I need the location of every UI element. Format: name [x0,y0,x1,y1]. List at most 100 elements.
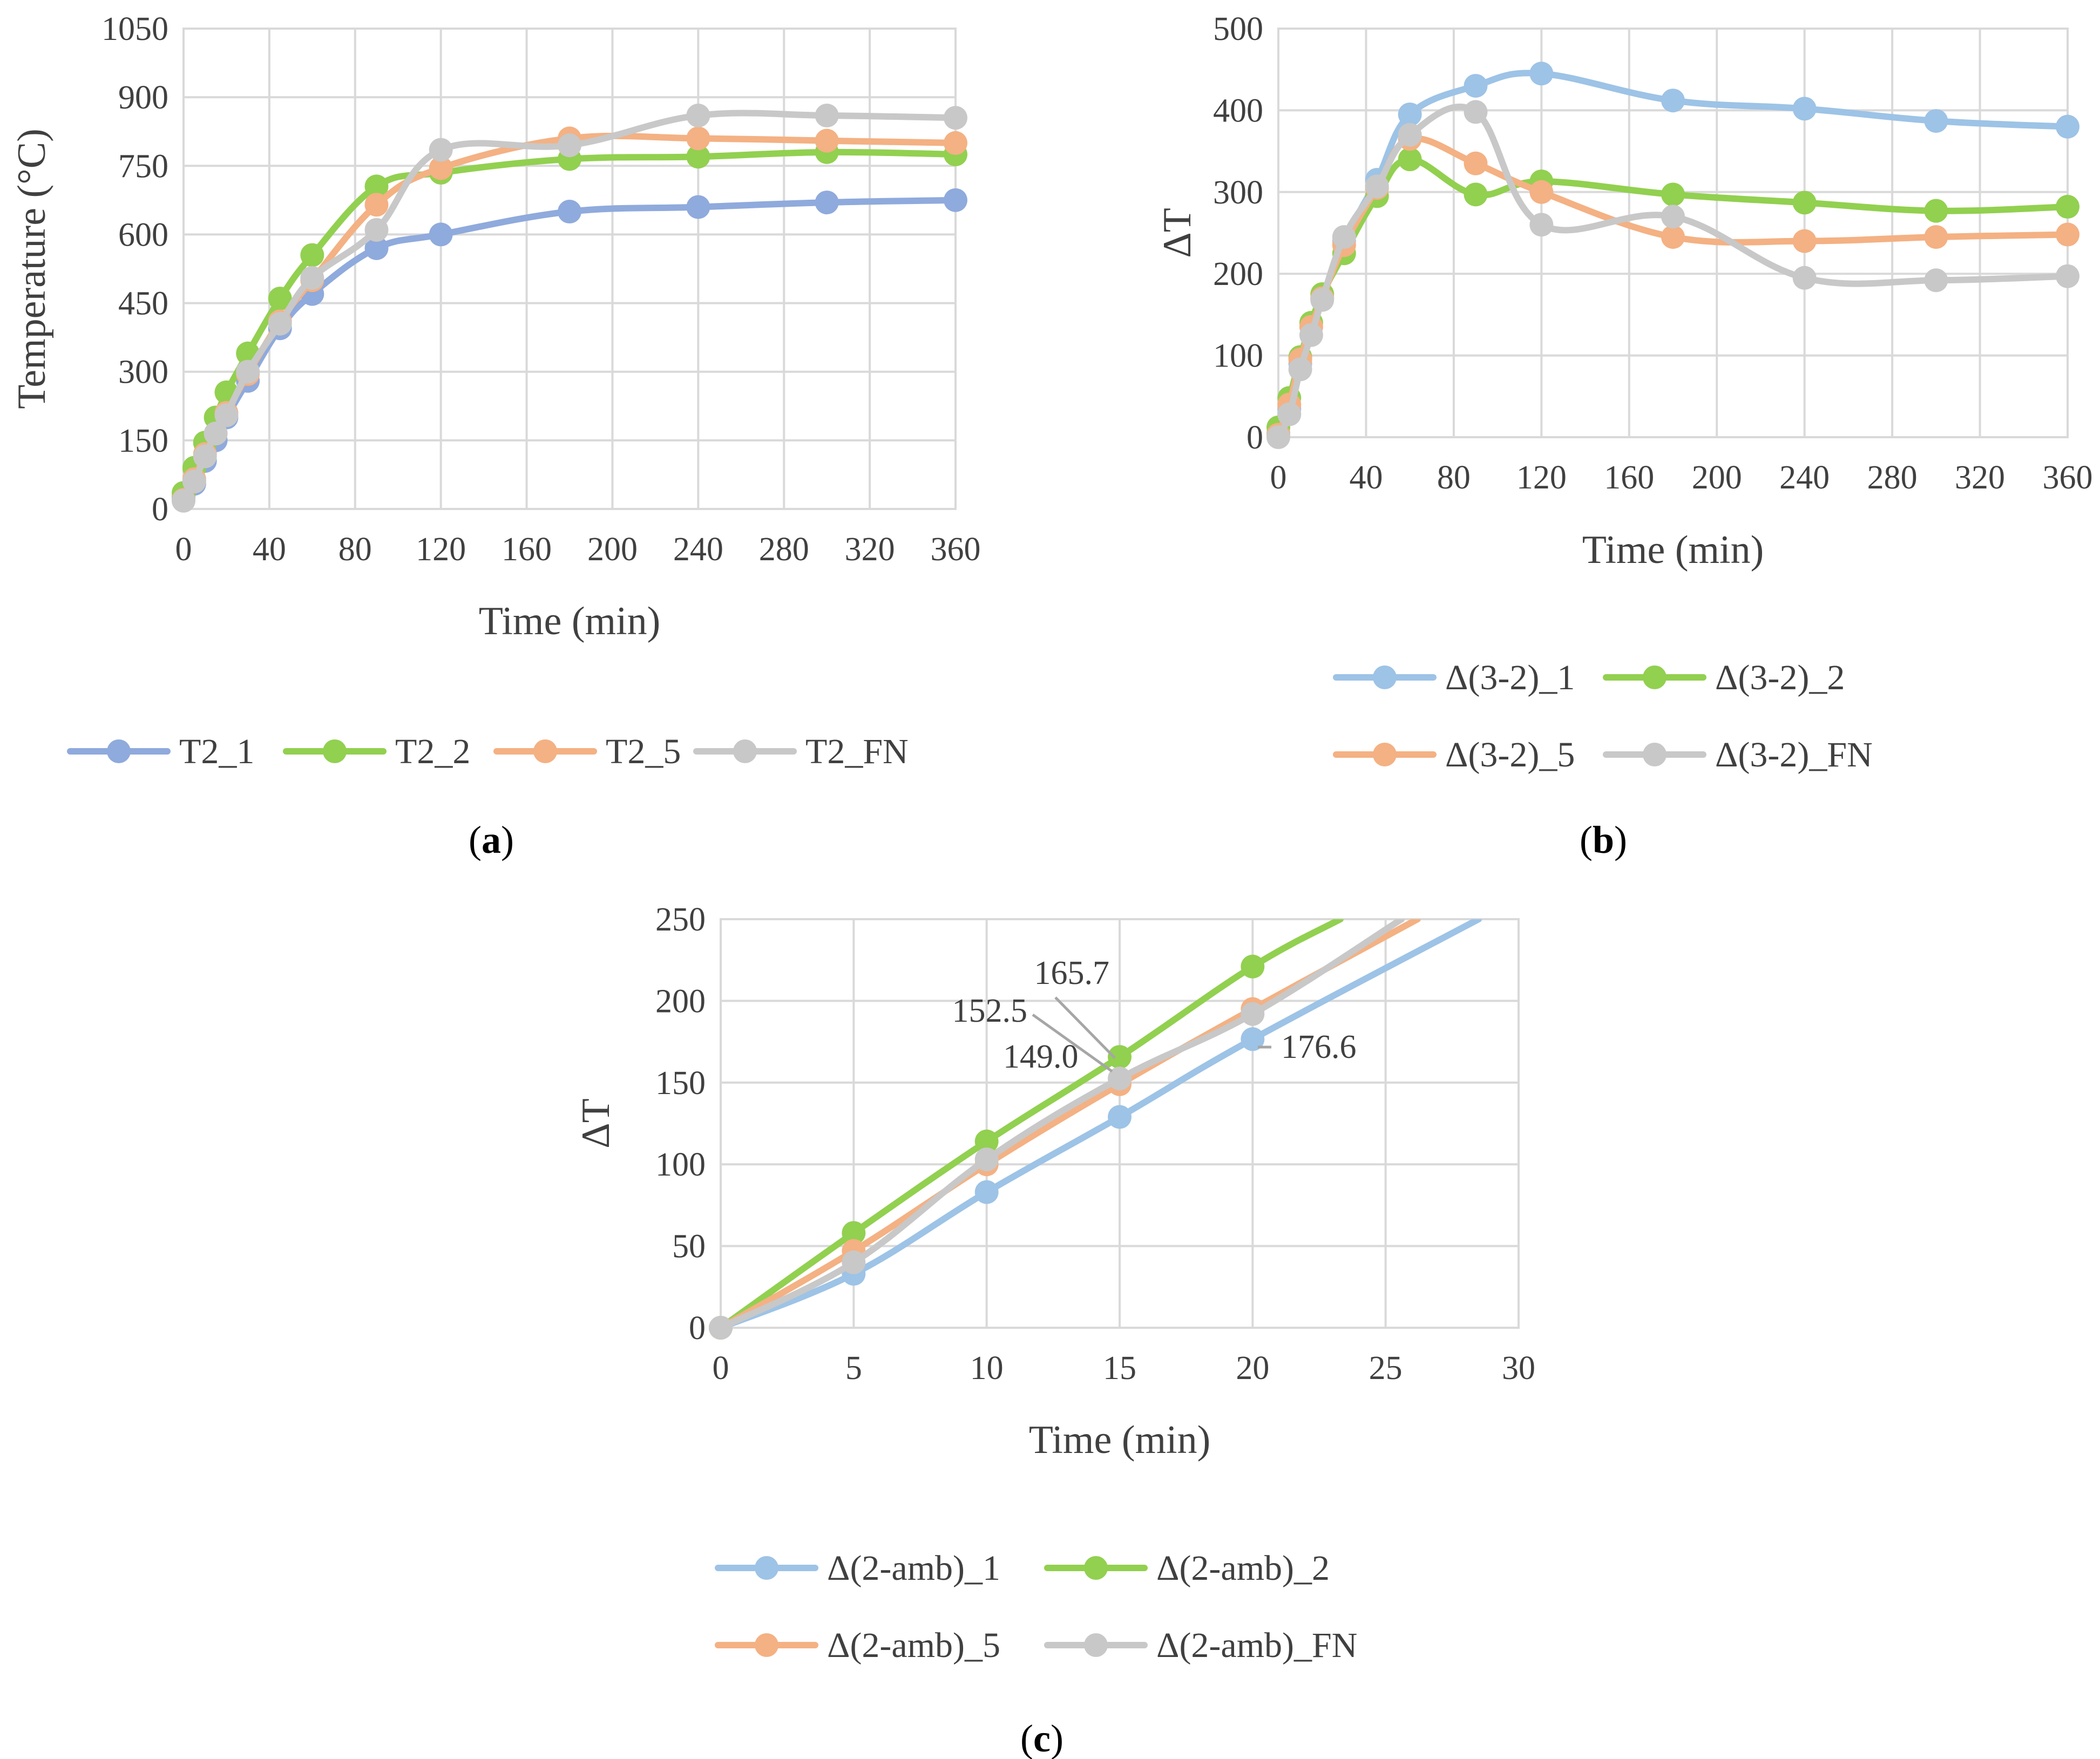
data-point-Δ(2-amb)_1 [1241,1027,1265,1051]
data-label: 176.6 [1281,1029,1357,1065]
data-point-Δ(3-2)_1 [1464,73,1488,98]
y-tick-label: 400 [1213,92,1263,129]
y-tick-label: 250 [655,901,706,938]
data-point-Δ(3-2)_2 [2056,195,2079,219]
y-tick-label: 150 [118,423,168,459]
chart-panel-b: 0 100 200 300 400 500 0 40 80 120 160 200 240 280 320 3… [1155,11,2093,861]
legend-label: T2_FN [805,732,909,771]
data-point-T2_FN [815,104,839,128]
y-tick-label: 900 [118,79,168,116]
x-tick-label: 360 [2043,459,2093,496]
data-point-T2_5 [364,193,389,217]
data-point-Δ(3-2)_FN [1924,268,1948,293]
data-point-Δ(3-2)_2 [1398,147,1422,172]
data-point-T2_1 [944,188,967,212]
data-point-Δ(3-2)_5 [1661,225,1685,249]
data-point-Δ(2-amb)_2 [974,1129,999,1153]
data-point-Δ(3-2)_FN [1365,174,1389,199]
y-tick-label: 300 [1213,174,1263,211]
y-tick-label: 0 [689,1310,706,1347]
data-point-Δ(3-2)_FN [1332,225,1356,249]
data-point-T2_2 [364,174,389,199]
data-point-Δ(3-2)_1 [1661,89,1685,113]
legend-label: Δ(2-amb)_5 [827,1626,1000,1665]
x-tick-label: 200 [587,531,638,568]
y-tick-label: 50 [672,1228,706,1265]
legend-entry[interactable]: Δ(3-2)_FN [1603,735,1873,775]
legend-entry[interactable]: Δ(2-amb)_1 [715,1549,1000,1588]
y-tick-label: 0 [152,491,168,528]
x-tick-label: 320 [1955,459,2005,496]
data-label: 165.7 [1034,955,1110,991]
legend-entry[interactable]: T2_1 [67,732,254,771]
y-axis-title: ΔT [1155,208,1200,258]
legend-entry[interactable]: T2_FN [693,732,909,771]
data-point-Δ(3-2)_5 [2056,222,2079,247]
y-tick-label: 150 [655,1065,706,1102]
data-point-Δ(3-2)_FN [1398,123,1422,147]
data-point-Δ(2-amb)_FN [974,1147,999,1172]
x-tick-label: 120 [1516,459,1567,496]
data-point-T2_1 [429,222,453,247]
data-point-Δ(3-2)_5 [1464,151,1488,175]
data-label: 149.0 [1003,1038,1079,1075]
series-line-Δ(2-amb)_2 [717,919,1344,1331]
x-tick-label: 0 [713,1350,729,1387]
legend-entry[interactable]: Δ(3-2)_5 [1333,735,1575,775]
data-point-Δ(2-amb)_FN [709,1316,733,1340]
panel-label: (b) [1580,818,1627,861]
x-tick-label: 30 [1502,1350,1535,1387]
data-point-Δ(3-2)_FN [2056,264,2079,288]
data-point-T2_1 [558,200,581,224]
data-point-Δ(3-2)_FN [1288,357,1312,382]
data-point-Δ(3-2)_FN [1310,288,1334,312]
data-point-T2_1 [815,191,839,215]
data-point-Δ(3-2)_2 [1661,182,1685,207]
data-point-Δ(2-amb)_FN [1241,1002,1265,1026]
data-point-Δ(3-2)_2 [1464,182,1488,207]
data-point-T2_FN [236,359,260,384]
legend-entry[interactable]: Δ(3-2)_1 [1333,658,1575,697]
legend-entry[interactable]: Δ(2-amb)_2 [1044,1549,1330,1588]
legend-label: Δ(2-amb)_1 [827,1549,1000,1588]
data-point-T2_2 [268,287,292,311]
series-line-T2_5 [180,132,959,503]
legend-entry[interactable]: Δ(2-amb)_5 [715,1626,1000,1665]
data-point-T2_1 [364,236,389,260]
y-tick-label: 450 [118,286,168,322]
data-point-T2_FN [944,106,967,130]
series-line-Δ(2-amb)_FN [717,919,1405,1331]
legend-entry[interactable]: T2_2 [283,732,470,771]
legend-swatch-marker [755,1556,778,1580]
plot-area [182,28,957,510]
legend-entry[interactable]: Δ(3-2)_2 [1603,658,1845,697]
panel-label: (a) [469,818,514,861]
x-tick-label: 120 [416,531,466,568]
legend-entry[interactable]: T2_5 [493,732,681,771]
series-line-Δ(3-2)_FN [1275,103,2071,440]
data-point-Δ(3-2)_1 [1792,97,1817,121]
x-tick-label: 15 [1103,1350,1136,1387]
y-tick-label: 100 [1213,338,1263,375]
data-point-Δ(3-2)_5 [1529,180,1554,204]
data-point-Δ(3-2)_1 [2056,114,2079,139]
legend-label: Δ(3-2)_1 [1445,658,1575,697]
legend-entry[interactable]: Δ(2-amb)_FN [1044,1626,1357,1665]
data-point-Δ(2-amb)_1 [974,1180,999,1204]
x-tick-label: 280 [1867,459,1918,496]
x-tick-label: 10 [970,1350,1004,1387]
data-point-Δ(3-2)_5 [1924,225,1948,249]
data-point-Δ(3-2)_1 [1529,62,1554,86]
x-tick-label: 20 [1236,1350,1269,1387]
data-point-Δ(3-2)_FN [1661,205,1685,229]
y-tick-label: 200 [655,983,706,1020]
x-tick-label: 0 [175,531,192,568]
panel-label: (c) [1020,1717,1063,1759]
legend-swatch-marker [1643,665,1667,689]
data-point-Δ(3-2)_FN [1266,425,1290,449]
annotation-leader [1032,1013,1113,1073]
annotation-leader [1054,996,1116,1059]
x-axis-title: Time (min) [1029,1418,1210,1462]
legend-label: Δ(3-2)_5 [1445,735,1575,775]
